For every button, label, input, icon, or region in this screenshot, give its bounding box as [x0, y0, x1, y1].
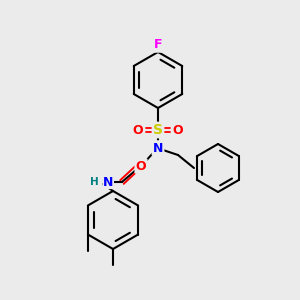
Text: H: H [90, 177, 99, 187]
Text: O: O [136, 160, 146, 172]
Text: O: O [173, 124, 183, 136]
Text: S: S [153, 123, 163, 137]
Text: F: F [154, 38, 162, 52]
Text: N: N [153, 142, 163, 154]
Text: N: N [103, 176, 113, 188]
Text: O: O [133, 124, 143, 136]
